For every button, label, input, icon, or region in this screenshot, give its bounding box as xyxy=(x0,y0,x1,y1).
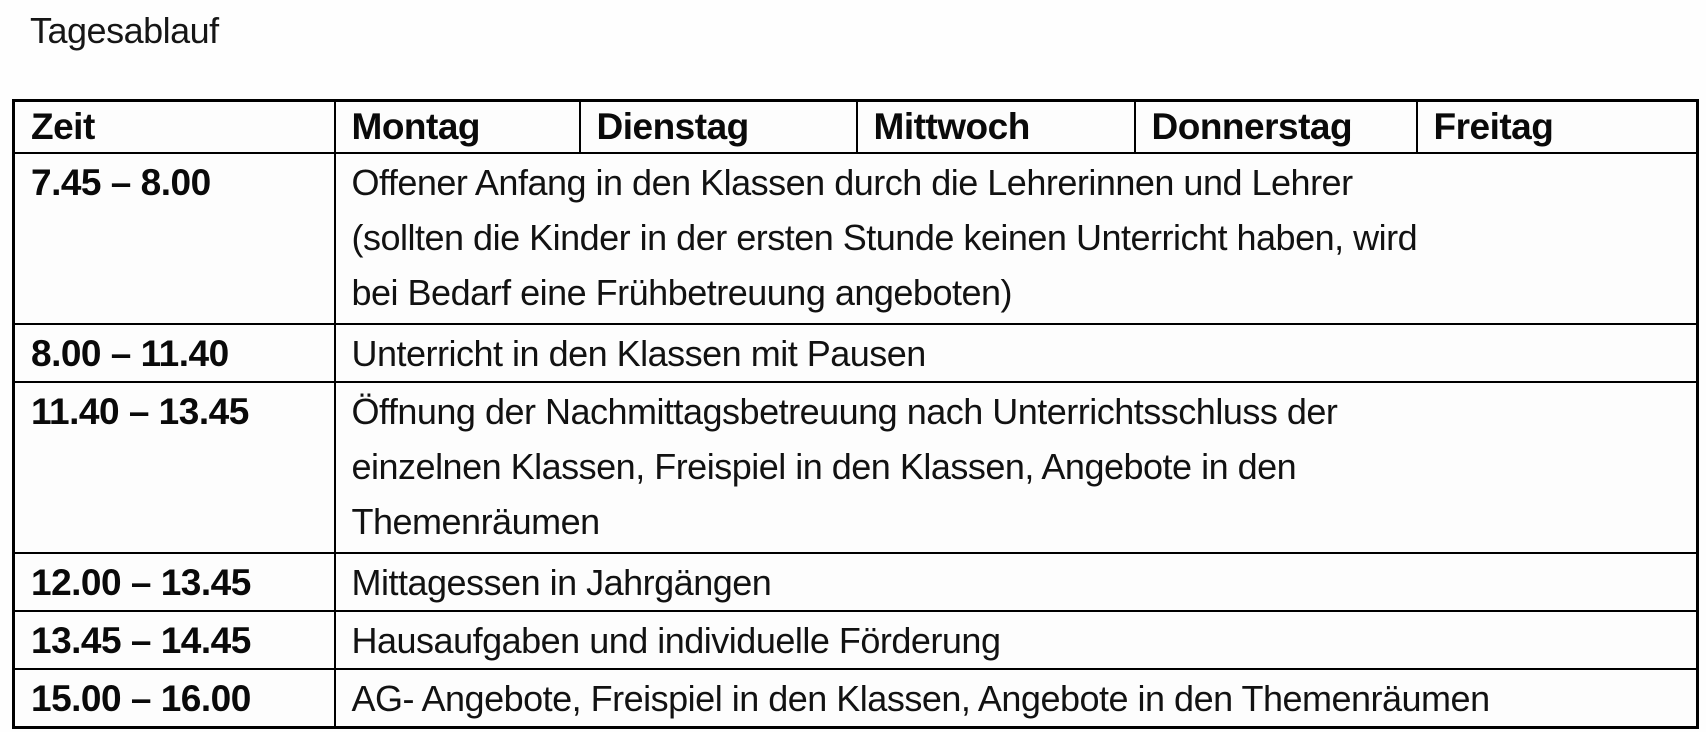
header-row: Zeit Montag Dienstag Mittwoch Donnerstag… xyxy=(12,99,1699,154)
time-cell: 13.45 – 14.45 xyxy=(12,610,336,670)
time-cell: 11.40 – 13.45 xyxy=(12,381,336,554)
table-row: 15.00 – 16.00 AG- Angebote, Freispiel in… xyxy=(12,668,1699,729)
column-header-donnerstag: Donnerstag xyxy=(1133,99,1418,154)
page-title: Tagesablauf xyxy=(30,10,219,51)
activity-cell: Hausaufgaben und individuelle Förderung xyxy=(333,610,1699,670)
table-row: 13.45 – 14.45 Hausaufgaben und individue… xyxy=(12,610,1699,670)
time-cell: 8.00 – 11.40 xyxy=(12,323,336,383)
table-row: 7.45 – 8.00 Offener Anfang in den Klasse… xyxy=(12,152,1699,325)
time-cell: 15.00 – 16.00 xyxy=(12,668,336,729)
table-row: 8.00 – 11.40 Unterricht in den Klassen m… xyxy=(12,323,1699,383)
schedule-table: Zeit Montag Dienstag Mittwoch Donnerstag… xyxy=(12,99,1699,729)
column-header-dienstag: Dienstag xyxy=(578,99,858,154)
column-header-montag: Montag xyxy=(333,99,581,154)
table-row: 11.40 – 13.45 Öffnung der Nachmittagsbet… xyxy=(12,381,1699,554)
activity-cell: Unterricht in den Klassen mit Pausen xyxy=(333,323,1699,383)
activity-cell: AG- Angebote, Freispiel in den Klassen, … xyxy=(333,668,1699,729)
activity-cell: Mittagessen in Jahrgängen xyxy=(333,552,1699,612)
table-row: 12.00 – 13.45 Mittagessen in Jahrgängen xyxy=(12,552,1699,612)
column-header-freitag: Freitag xyxy=(1415,99,1699,154)
activity-cell: Öffnung der Nachmittagsbetreuung nach Un… xyxy=(333,381,1699,554)
time-cell: 12.00 – 13.45 xyxy=(12,552,336,612)
time-cell: 7.45 – 8.00 xyxy=(12,152,336,325)
column-header-zeit: Zeit xyxy=(12,99,336,154)
activity-cell: Offener Anfang in den Klassen durch die … xyxy=(333,152,1699,325)
column-header-mittwoch: Mittwoch xyxy=(855,99,1136,154)
